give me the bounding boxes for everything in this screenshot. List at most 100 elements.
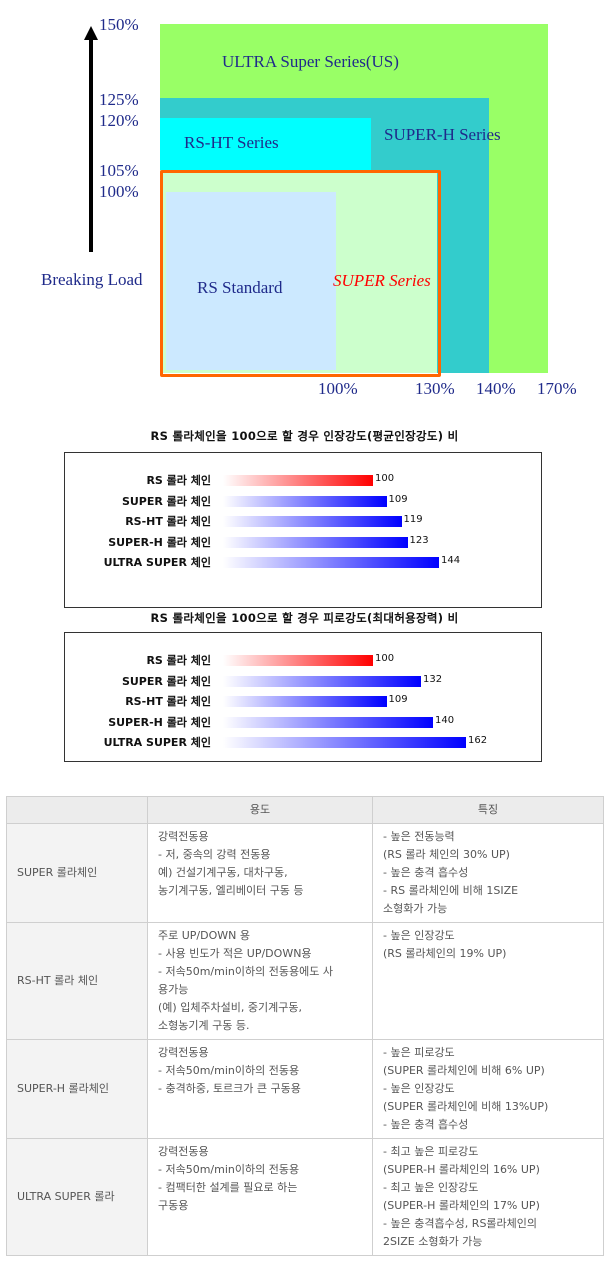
bar-value-label: 109 [388, 694, 408, 705]
x-label-130: 130% [415, 379, 455, 398]
features-line: - 높은 인장강도 [383, 1082, 455, 1095]
chart2-panel: RS 롤라 체인 100 SUPER 롤라 체인 132 RS-HT 롤라 체인 109 S… [64, 632, 542, 762]
header-cell-empty [6, 796, 148, 824]
features-line: (SUPER-H 롤라체인의 17% UP) [383, 1199, 540, 1212]
features-line: - 높은 피로강도 [383, 1046, 455, 1059]
bar-label: RS 롤라 체인 [146, 474, 211, 487]
rsht-label: RS-HT Series [184, 133, 279, 152]
bar [223, 737, 466, 748]
bar-row: SUPER 롤라 체인 109 [65, 494, 541, 508]
bar-row: ULTRA SUPER 체인 144 [65, 555, 541, 569]
features-line: - 최고 높은 인장강도 [383, 1181, 479, 1194]
bar [223, 716, 433, 728]
row-features: - 높은 인장강도 (RS 롤라체인의 19% UP) [372, 922, 604, 1040]
bar [223, 516, 402, 527]
row-name: RS-HT 롤라 체인 [6, 922, 148, 1040]
super-label: SUPER Series [333, 271, 431, 290]
usage-line: 강력전동용 [158, 1145, 209, 1158]
row-features: - 높은 전동능력 (RS 롤라 체인의 30% UP) - 높은 충격 흡수성 - … [372, 823, 604, 923]
features-line: - 높은 충격 흡수성 [383, 866, 469, 879]
features-line: - RS 롤라체인에 비해 1SIZE [383, 884, 519, 897]
bar-label: SUPER 롤라 체인 [121, 674, 211, 688]
features-line: (RS 롤라체인의 19% UP) [383, 947, 507, 960]
table-row: RS-HT 롤라 체인 주로 UP/DOWN 용 - 사용 빈도가 적은 UP/DO… [6, 922, 604, 1040]
table-header-row: 용도 특징 [6, 796, 604, 824]
bar [223, 655, 373, 666]
usage-line: - 사용 빈도가 적은 UP/DOWN용 [158, 947, 312, 960]
bar-value-label: 119 [403, 514, 423, 525]
x-label-170: 170% [537, 379, 577, 398]
bar [223, 675, 421, 687]
bar [223, 696, 387, 707]
bar-value-label: 162 [468, 735, 488, 746]
chart1-title: RS 롤라체인을 100으로 할 경우 인장강도(평균인장강도) 비 [150, 429, 459, 443]
features-line: (RS 롤라 체인의 30% UP) [383, 848, 510, 861]
bar [223, 475, 373, 486]
bar [223, 495, 387, 507]
usage-line: 농기계구동, 엘리베이터 구동 등 [158, 884, 304, 897]
usage-line: 예) 건설기계구동, 대차구동, [158, 866, 288, 879]
superh-label: SUPER-H Series [384, 125, 501, 144]
bar-row: RS 롤라 체인 100 [65, 473, 541, 487]
features-line: - 높은 충격흡수성, RS롤라체인의 [383, 1217, 538, 1230]
row-name: SUPER-H 롤라체인 [6, 1039, 148, 1139]
usage-line: (예) 입체주차설비, 중기계구동, [158, 1001, 303, 1014]
rsstd-label: RS Standard [197, 278, 283, 297]
bar-label: ULTRA SUPER 체인 [103, 736, 211, 749]
super-border [160, 170, 441, 377]
chart1-panel: RS 롤라 체인 100 SUPER 롤라 체인 109 RS-HT 롤라 체인 119 S… [64, 452, 542, 608]
features-line: - 높은 전동능력 [383, 830, 455, 843]
table-body: SUPER 롤라체인 강력전동용 - 저, 중속의 강력 전동용 예) 건설기계구동,… [6, 823, 604, 1256]
bar [223, 536, 408, 548]
table-row: SUPER-H 롤라체인 강력전동용 - 저속50m/min이하의 전동용 - 충격하… [6, 1039, 604, 1139]
features-line: - 높은 인장강도 [383, 929, 455, 942]
row-usage: 강력전동용 - 저속50m/min이하의 전동용 - 컴팩터한 설계를 필요로 하는… [147, 1138, 373, 1256]
usage-line: 용가능 [158, 983, 189, 996]
usage-line: - 저속50m/min이하의 전동용 [158, 1064, 300, 1077]
usage-line: - 컴팩터한 설계를 필요로 하는 [158, 1181, 298, 1194]
bar [223, 557, 439, 568]
y-label-120: 120% [99, 111, 139, 130]
bar-label: ULTRA SUPER 체인 [103, 556, 211, 569]
bar-row: SUPER-H 롤라 체인 123 [65, 535, 541, 549]
features-line: (SUPER 롤라체인에 비해 13%UP) [383, 1100, 549, 1113]
row-features: - 높은 피로강도 (SUPER 롤라체인에 비해 6% UP) - 높은 인장강도… [372, 1039, 604, 1139]
header-features: 특징 [372, 796, 604, 824]
bar-row: SUPER 롤라 체인 132 [65, 674, 541, 688]
bar-label: SUPER-H 롤라 체인 [108, 715, 211, 729]
y-label-150: 150% [99, 15, 139, 34]
bar-label: SUPER 롤라 체인 [121, 494, 211, 508]
features-line: 2SIZE 소형화가 가능 [383, 1235, 483, 1248]
row-usage: 강력전동용 - 저속50m/min이하의 전동용 - 충격하중, 토르크가 큰 구동… [147, 1039, 373, 1139]
bar-value-label: 144 [441, 555, 461, 566]
bar-value-label: 132 [423, 673, 443, 685]
ultra-label: ULTRA Super Series(US) [222, 52, 399, 71]
usage-line: 구동용 [158, 1199, 189, 1212]
chart2-title: RS 롤라체인을 100으로 할 경우 피로강도(최대허용장력) 비 [150, 611, 459, 625]
y-label-100: 100% [99, 182, 139, 201]
bar-label: RS 롤라 체인 [146, 654, 211, 667]
row-name: SUPER 롤라체인 [6, 823, 148, 923]
table-row: ULTRA SUPER 롤라 강력전동용 - 저속50m/min이하의 전동용 - 컴… [6, 1138, 604, 1256]
bar-label: SUPER-H 롤라 체인 [108, 535, 211, 549]
arrow-up-icon [83, 26, 99, 252]
usage-line: - 저속50m/min이하의 전동용 [158, 1163, 300, 1176]
usage-line: - 저속50m/min이하의 전동용에도 사 [158, 965, 333, 978]
features-line: - 높은 충격 흡수성 [383, 1118, 469, 1131]
bar-row: ULTRA SUPER 체인 162 [65, 735, 541, 749]
bar-row: SUPER-H 롤라 체인 140 [65, 715, 541, 729]
bar-label: RS-HT 롤라 체인 [125, 695, 211, 708]
row-usage: 주로 UP/DOWN 용 - 사용 빈도가 적은 UP/DOWN용 - 저속50m/… [147, 922, 373, 1040]
features-line: - 최고 높은 피로강도 [383, 1145, 479, 1158]
usage-line: 강력전동용 [158, 830, 209, 843]
usage-line: 소형농기계 구동 등. [158, 1019, 250, 1032]
x-label-140: 140% [476, 379, 516, 398]
features-line: (SUPER-H 롤라체인의 16% UP) [383, 1163, 540, 1176]
bar-value-label: 100 [375, 473, 395, 484]
bar-row: RS-HT 롤라 체인 109 [65, 694, 541, 708]
usage-line: - 저, 중속의 강력 전동용 [158, 848, 271, 861]
strength-diagram: ULTRA Super Series(US) SUPER-H Series RS… [0, 0, 609, 410]
usage-line: 강력전동용 [158, 1046, 209, 1059]
bar-row: RS 롤라 체인 100 [65, 653, 541, 667]
